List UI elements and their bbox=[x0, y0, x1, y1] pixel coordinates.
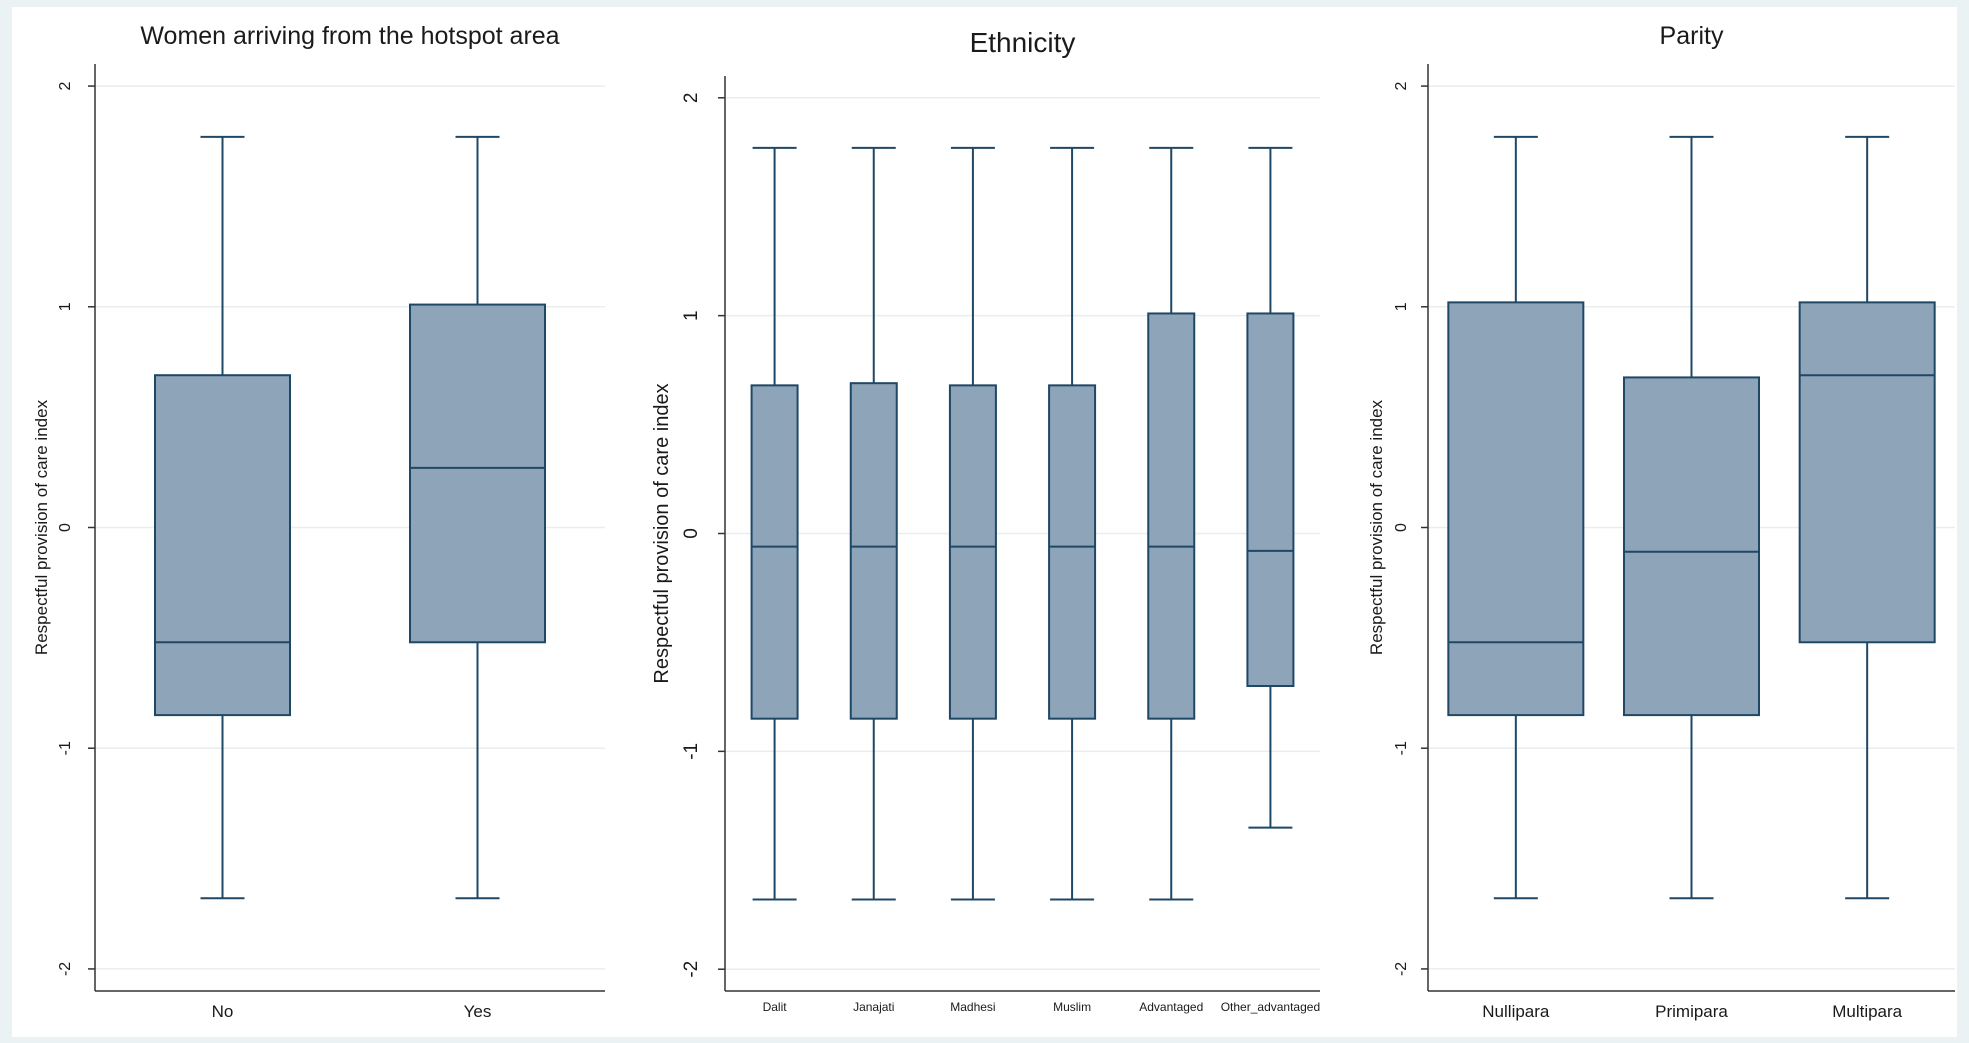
y-tick-label: 0 bbox=[57, 523, 74, 532]
y-tick-label: 1 bbox=[1393, 302, 1410, 311]
iqr-box bbox=[1048, 384, 1097, 720]
box-primipara bbox=[1623, 135, 1760, 900]
box-nullipara bbox=[1447, 135, 1585, 900]
chart-title: Ethnicity bbox=[970, 27, 1076, 58]
x-tick-label: Muslim bbox=[1053, 1000, 1091, 1014]
chart-panel-2: -2 -1 0 1 2 Respectful provision of care inde… bbox=[651, 27, 1320, 1014]
x-tick-label: Dalit bbox=[763, 1000, 788, 1014]
box-janajati bbox=[849, 146, 898, 901]
chart-panel-3: -2 -1 0 1 2 Respectful provision of care inde… bbox=[1367, 22, 1955, 1021]
box-no bbox=[154, 135, 291, 900]
box-multipara bbox=[1798, 135, 1936, 900]
x-tick-label: No bbox=[212, 1002, 234, 1021]
iqr-box bbox=[409, 303, 546, 644]
y-tick-label: -2 bbox=[1393, 962, 1410, 976]
chart-title: Parity bbox=[1660, 22, 1724, 50]
box-muslim bbox=[1048, 146, 1097, 901]
y-tick-label: 1 bbox=[681, 310, 702, 321]
iqr-box bbox=[154, 374, 291, 717]
x-tick-label: Yes bbox=[464, 1002, 492, 1021]
x-tick-label: Nullipara bbox=[1482, 1002, 1550, 1021]
iqr-box bbox=[849, 382, 898, 720]
box-advantaged bbox=[1147, 146, 1196, 901]
iqr-box bbox=[1447, 301, 1585, 717]
y-tick-label: 2 bbox=[681, 92, 702, 103]
iqr-box bbox=[948, 384, 997, 720]
x-tick-label: Other_advantaged bbox=[1221, 1000, 1320, 1014]
x-tick-label: Janajati bbox=[853, 1000, 894, 1014]
x-tick-label: Madhesi bbox=[950, 1000, 995, 1014]
y-tick-label: -1 bbox=[1393, 741, 1410, 755]
y-tick-label: -1 bbox=[57, 741, 74, 755]
iqr-box bbox=[750, 384, 799, 720]
iqr-box bbox=[1623, 376, 1760, 717]
y-tick-label: 2 bbox=[57, 82, 74, 91]
box-dalit bbox=[750, 146, 799, 901]
chart-panel-1: -2 -1 0 1 2 Respectful provision of care inde… bbox=[32, 22, 605, 1021]
y-tick-label: -2 bbox=[57, 962, 74, 976]
y-tick-label: 0 bbox=[1393, 523, 1410, 532]
box-madhesi bbox=[948, 146, 997, 901]
y-axis-label: Respectful provision of care index bbox=[651, 383, 673, 683]
x-tick-label: Multipara bbox=[1832, 1002, 1902, 1021]
y-axis-label: Respectful provision of care index bbox=[1367, 399, 1386, 655]
x-tick-label: Primipara bbox=[1655, 1002, 1728, 1021]
iqr-box bbox=[1798, 301, 1936, 644]
y-tick-label: 2 bbox=[1393, 82, 1410, 91]
iqr-box bbox=[1147, 312, 1196, 720]
y-tick-label: -1 bbox=[681, 743, 702, 760]
box-other-advantaged bbox=[1246, 146, 1295, 829]
y-tick-label: 0 bbox=[681, 528, 702, 539]
iqr-box bbox=[1246, 312, 1295, 687]
x-tick-label: Advantaged bbox=[1139, 1000, 1203, 1014]
box-yes bbox=[409, 135, 546, 900]
y-tick-label: -2 bbox=[681, 961, 702, 978]
y-tick-label: 1 bbox=[57, 302, 74, 311]
y-axis-label: Respectful provision of care index bbox=[32, 399, 51, 655]
chart-title: Women arriving from the hotspot area bbox=[140, 22, 559, 50]
